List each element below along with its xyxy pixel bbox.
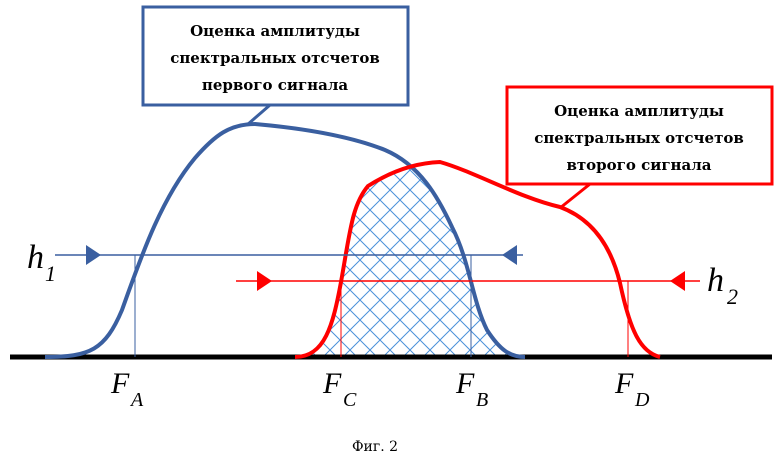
figure-caption: Фиг. 2 xyxy=(352,439,398,455)
callout-first-leader xyxy=(247,105,270,125)
svg-text:C: C xyxy=(343,389,357,411)
callout-second-line-2: спектральных отсчетов xyxy=(534,129,744,147)
h1-left-arrow-icon xyxy=(86,245,101,265)
overlap-hatch-region xyxy=(300,163,560,357)
callout-second-line-1: Оценка амплитуды xyxy=(554,102,724,120)
callout-second-leader xyxy=(560,184,590,208)
callout-first-line-3: первого сигнала xyxy=(202,76,349,94)
svg-text:h: h xyxy=(27,239,44,276)
svg-text:2: 2 xyxy=(727,284,738,309)
svg-text:D: D xyxy=(634,389,650,411)
svg-text:A: A xyxy=(129,389,144,411)
label-h1: h 1 xyxy=(27,239,56,286)
h2-left-arrow-icon xyxy=(257,271,272,291)
svg-text:B: B xyxy=(476,389,488,411)
svg-text:F: F xyxy=(614,367,634,400)
h2-right-arrow-icon xyxy=(670,271,685,291)
h1-right-arrow-icon xyxy=(502,245,517,265)
svg-text:F: F xyxy=(110,367,130,400)
callout-second-signal: Оценка амплитуды спектральных отсчетов в… xyxy=(507,87,772,208)
callout-first-line-2: спектральных отсчетов xyxy=(170,49,380,67)
label-h2: h 2 xyxy=(707,262,738,309)
callout-second-line-3: второго сигнала xyxy=(566,156,711,174)
label-fd: F D xyxy=(614,367,650,411)
label-fc: F C xyxy=(322,367,357,411)
callout-first-signal: Оценка амплитуды спектральных отсчетов п… xyxy=(143,7,408,125)
svg-text:F: F xyxy=(322,367,342,400)
callout-first-line-1: Оценка амплитуды xyxy=(190,22,360,40)
label-fa: F A xyxy=(110,367,144,411)
svg-text:1: 1 xyxy=(45,261,56,286)
svg-text:h: h xyxy=(707,262,724,299)
svg-text:F: F xyxy=(455,367,475,400)
label-fb: F B xyxy=(455,367,488,411)
